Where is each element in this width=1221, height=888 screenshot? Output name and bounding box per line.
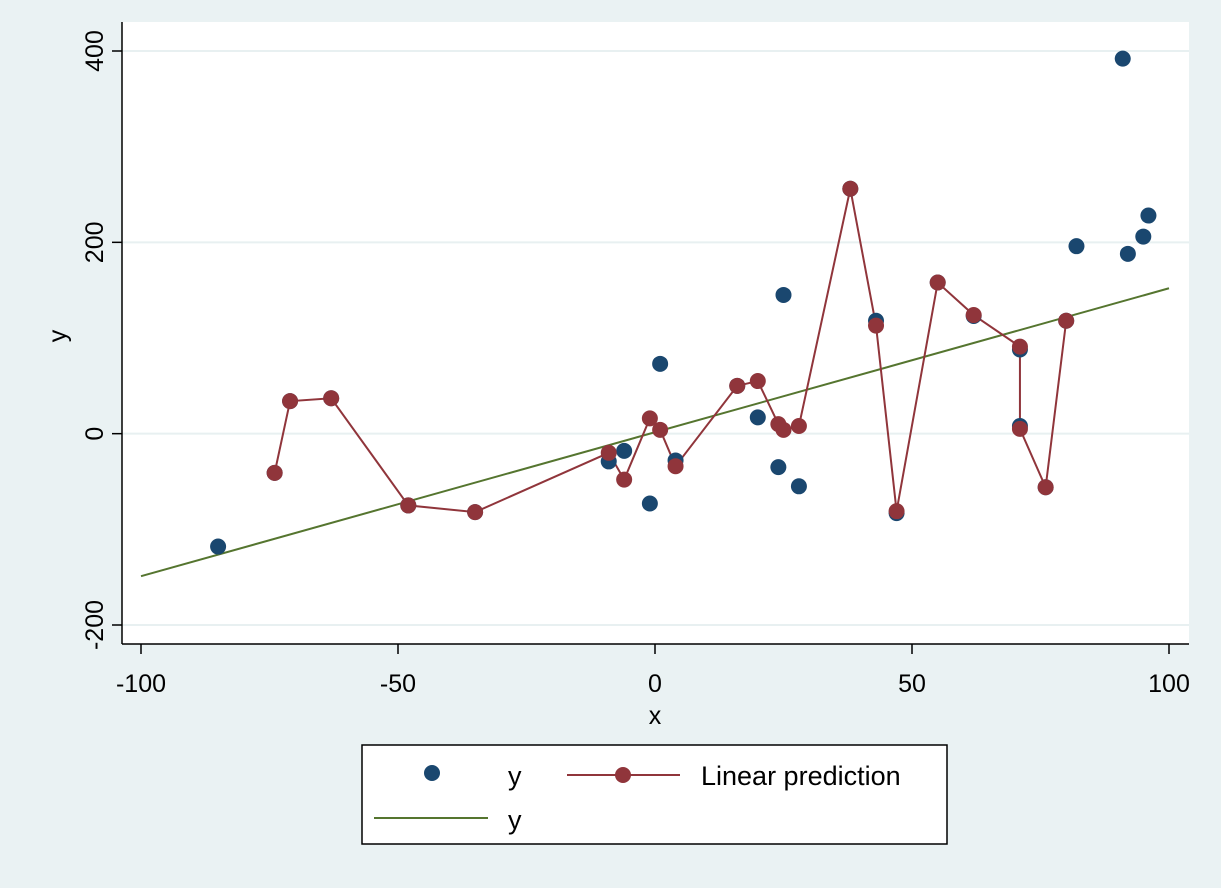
prediction-point-21 — [1011, 420, 1028, 437]
x-tick-label-0: -100 — [116, 670, 166, 698]
scatter-point-12 — [749, 409, 766, 426]
y-axis-title: y — [44, 329, 72, 342]
scatter-point-27 — [1119, 245, 1136, 262]
scatter-point-28 — [1135, 228, 1152, 245]
prediction-point-5 — [600, 444, 617, 461]
legend-scatter-marker — [424, 765, 440, 781]
prediction-point-8 — [652, 421, 669, 438]
prediction-point-13 — [775, 421, 792, 438]
prediction-point-16 — [868, 317, 885, 334]
legend-box — [361, 744, 948, 845]
prediction-point-9 — [667, 458, 684, 475]
prediction-point-6 — [616, 471, 633, 488]
scatter-point-13 — [770, 459, 787, 476]
prediction-line — [273, 188, 1068, 514]
prediction-point-10 — [729, 377, 746, 394]
prediction-point-4 — [467, 504, 484, 521]
prediction-point-11 — [749, 373, 766, 390]
prediction-point-1 — [282, 393, 299, 410]
legend-scatter-label: y — [508, 761, 522, 791]
scatter-point-14 — [775, 286, 792, 303]
scatter-point-0 — [210, 538, 227, 555]
y-tick-label-0: -200 — [81, 600, 109, 650]
legend-prediction-marker — [615, 767, 631, 783]
scatter-point-15 — [790, 478, 807, 495]
prediction-markers — [266, 180, 1075, 521]
prediction-point-3 — [400, 497, 417, 514]
prediction-point-18 — [929, 274, 946, 291]
scatter-point-8 — [641, 495, 658, 512]
scatter-point-7 — [616, 442, 633, 459]
scatter-point-26 — [1114, 50, 1131, 67]
x-tick-label-2: 0 — [648, 670, 662, 698]
y-tick-label-2: 200 — [81, 221, 109, 263]
prediction-point-15 — [842, 180, 859, 197]
scatter-point-9 — [652, 355, 669, 372]
legend: y Linear prediction y — [361, 744, 948, 845]
x-tick-label-1: -50 — [380, 670, 416, 698]
y-tick-label-3: 400 — [81, 30, 109, 72]
scatter-point-25 — [1068, 238, 1085, 255]
prediction-point-23 — [1058, 312, 1075, 329]
prediction-point-22 — [1037, 479, 1054, 496]
prediction-point-7 — [641, 410, 658, 427]
x-tick-label-4: 100 — [1148, 670, 1190, 698]
legend-fit-label: y — [508, 805, 522, 835]
x-tick-label-3: 50 — [898, 670, 926, 698]
prediction-point-17 — [888, 503, 905, 520]
prediction-point-20 — [1011, 338, 1028, 355]
legend-prediction-label: Linear prediction — [701, 761, 901, 791]
prediction-point-0 — [266, 464, 283, 481]
prediction-point-2 — [323, 390, 340, 407]
axes: -200 0 200 400 -100 -50 0 50 100 — [81, 22, 1190, 698]
scatter-point-29 — [1140, 207, 1157, 224]
prediction-point-19 — [965, 307, 982, 324]
prediction-point-14 — [790, 418, 807, 435]
x-axis-title: x — [649, 702, 662, 730]
plot-area — [122, 22, 1189, 644]
y-tick-label-1: 0 — [81, 427, 109, 441]
prediction-line-layer — [273, 188, 1068, 514]
grid-lines — [122, 50, 1189, 626]
